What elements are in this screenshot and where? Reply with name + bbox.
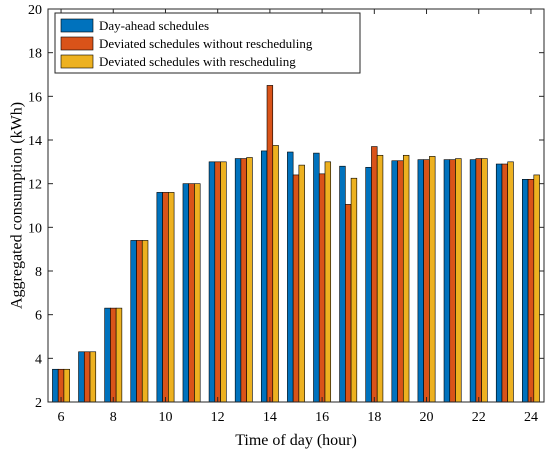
bar-series-1-hour-24 bbox=[522, 179, 529, 403]
x-tick-label: 18 bbox=[367, 410, 381, 425]
bar-series-2-hour-16 bbox=[318, 173, 326, 403]
bar-series-3-hour-24 bbox=[533, 174, 540, 403]
x-tick-label: 22 bbox=[472, 410, 486, 425]
bar-series-3-hour-16 bbox=[324, 161, 332, 403]
bar-series-1-hour-16 bbox=[313, 152, 320, 403]
bar-series-3-hour-19 bbox=[402, 154, 410, 403]
bar-series-3-hour-14 bbox=[272, 145, 279, 403]
bar-series-2-hour-8 bbox=[110, 307, 117, 403]
bar-series-2-hour-23 bbox=[501, 163, 509, 403]
x-tick-label: 20 bbox=[420, 410, 434, 425]
bar-series-1-hour-18 bbox=[365, 166, 372, 403]
y-tick-label: 8 bbox=[35, 265, 42, 280]
bar-series-3-hour-6 bbox=[63, 368, 70, 403]
legend-label-2: Deviated schedules without rescheduling bbox=[99, 36, 313, 51]
x-tick-label: 10 bbox=[158, 410, 172, 425]
x-axis-label: Time of day (hour) bbox=[235, 432, 357, 449]
bar-series-3-hour-11 bbox=[194, 183, 201, 403]
y-tick-label: 2 bbox=[35, 396, 42, 411]
legend-swatch-3 bbox=[60, 54, 94, 69]
bar-series-2-hour-20 bbox=[423, 159, 430, 403]
bar-series-2-hour-17 bbox=[345, 204, 352, 403]
bar-series-2-hour-13 bbox=[240, 158, 247, 403]
bar-series-2-hour-21 bbox=[449, 159, 456, 403]
bar-series-1-hour-22 bbox=[469, 159, 477, 403]
bar-series-2-hour-15 bbox=[292, 174, 300, 403]
bar-series-3-hour-7 bbox=[89, 351, 97, 403]
bar-series-3-hour-13 bbox=[246, 157, 253, 403]
bar-series-1-hour-7 bbox=[78, 351, 85, 403]
legend-label-1: Day-ahead schedules bbox=[99, 18, 209, 33]
bar-series-1-hour-10 bbox=[156, 192, 163, 403]
y-tick-label: 4 bbox=[35, 352, 42, 367]
bar-series-1-hour-17 bbox=[339, 165, 346, 403]
y-tick-label: 14 bbox=[28, 134, 42, 149]
legend-swatch-2 bbox=[60, 36, 94, 51]
bar-series-2-hour-19 bbox=[397, 160, 404, 403]
bar-series-1-hour-21 bbox=[443, 159, 451, 403]
y-axis: 2 4 6 8 10 12 14 16 18 20 bbox=[28, 3, 544, 411]
y-tick-label: 16 bbox=[28, 90, 42, 105]
bar-series-3-hour-18 bbox=[376, 154, 384, 403]
x-tick-label: 24 bbox=[524, 410, 538, 425]
x-tick-label: 8 bbox=[110, 410, 117, 425]
y-axis-label: Aggregated consumption (kWh) bbox=[9, 102, 26, 309]
plot-frame bbox=[47, 8, 545, 403]
legend-label-3: Deviated schedules with rescheduling bbox=[99, 54, 296, 69]
bar-series-1-hour-9 bbox=[130, 240, 137, 403]
bar-series-1-hour-11 bbox=[182, 183, 190, 403]
y-tick-label: 18 bbox=[28, 47, 42, 62]
y-tick-label: 6 bbox=[35, 309, 42, 324]
x-tick-label: 12 bbox=[211, 410, 225, 425]
bar-series-2-hour-9 bbox=[136, 240, 143, 403]
bar-series-1-hour-14 bbox=[260, 150, 268, 403]
bar-series-2-hour-22 bbox=[475, 158, 482, 403]
bar-series-2-hour-18 bbox=[371, 146, 378, 403]
x-axis: 6 8 10 12 14 16 18 20 22 24 bbox=[58, 9, 538, 425]
bar-series-3-hour-12 bbox=[220, 161, 227, 403]
bar-series-1-hour-15 bbox=[287, 151, 294, 403]
bar-series-1-hour-6 bbox=[52, 368, 59, 403]
bar-series-1-hour-13 bbox=[234, 158, 242, 403]
x-tick-label: 6 bbox=[58, 410, 65, 425]
y-tick-label: 12 bbox=[28, 178, 42, 193]
bar-series-2-hour-11 bbox=[188, 183, 195, 403]
bar-series-2-hour-14 bbox=[266, 85, 274, 403]
y-tick-label: 20 bbox=[28, 3, 42, 18]
legend-swatch-1 bbox=[60, 18, 94, 33]
bar-series-2-hour-12 bbox=[214, 161, 221, 403]
bar-series-1-hour-19 bbox=[391, 160, 398, 403]
bar-series-2-hour-10 bbox=[162, 192, 169, 403]
bar-series-3-hour-22 bbox=[481, 158, 488, 403]
bar-series-3-hour-9 bbox=[141, 240, 149, 403]
bar-series-1-hour-23 bbox=[495, 163, 503, 403]
legend-box bbox=[54, 12, 361, 74]
bar-series-1-hour-8 bbox=[104, 307, 111, 403]
x-tick-label: 14 bbox=[263, 410, 277, 425]
bar-series-3-hour-8 bbox=[115, 307, 123, 403]
x-tick-label: 16 bbox=[315, 410, 329, 425]
bar-series-1-hour-20 bbox=[417, 159, 424, 403]
bar-series-3-hour-21 bbox=[455, 158, 462, 403]
bar-series-3-hour-17 bbox=[350, 177, 358, 403]
bar-series-3-hour-23 bbox=[507, 161, 514, 403]
bar-series-2-hour-24 bbox=[527, 179, 535, 403]
legend: Day-ahead schedules Deviated schedules wi… bbox=[54, 12, 361, 74]
bar-series-2-hour-7 bbox=[83, 351, 91, 403]
bar-series-1-hour-12 bbox=[208, 161, 216, 403]
bar-series-3-hour-10 bbox=[168, 192, 175, 403]
bar-series-3-hour-15 bbox=[298, 164, 305, 403]
y-tick-label: 10 bbox=[28, 221, 42, 236]
bar-series-3-hour-20 bbox=[429, 156, 436, 403]
